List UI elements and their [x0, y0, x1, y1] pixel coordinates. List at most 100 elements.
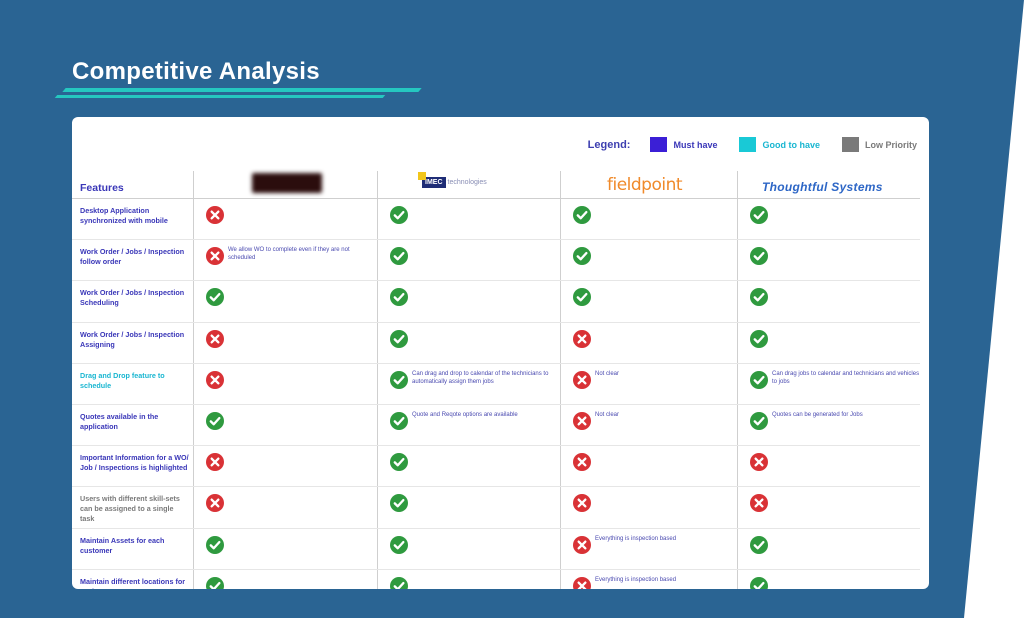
feature-label: Maintain Assets for each customer	[80, 535, 165, 555]
page-title: Competitive Analysis	[72, 58, 320, 85]
feature-label: Work Order / Jobs / Inspection Schedulin…	[80, 288, 185, 308]
table-row: Quotes available in the application Quote…	[72, 404, 920, 447]
legend-label-good-to-have: Good to have	[762, 139, 820, 150]
title-stripe-top	[62, 88, 422, 92]
check-icon	[390, 494, 408, 513]
title-stripe-bottom	[54, 95, 386, 98]
table-row: Work Order / Jobs / Inspection Assigning	[72, 322, 920, 364]
feature-label: Quotes available in the application	[80, 411, 159, 431]
check-icon	[390, 411, 408, 430]
cell-thoughtful: Can drag jobs to calendar and technician…	[737, 363, 920, 404]
cell-fieldpoint: Not clear	[560, 363, 737, 404]
cell-redacted	[193, 487, 377, 528]
cell-fieldpoint: Everything is inspection based	[560, 569, 737, 589]
check-icon	[390, 576, 408, 589]
cell-thoughtful	[737, 199, 920, 240]
cell-note: Everything is inspection based	[595, 576, 677, 583]
check-icon	[750, 411, 768, 430]
table-row: Desktop Application synchronized with mo…	[72, 199, 920, 241]
cell-note: We allow WO to complete even if they are…	[228, 247, 350, 262]
cell-redacted	[193, 363, 377, 404]
cell-redacted	[193, 199, 377, 240]
cell-fieldpoint	[560, 240, 737, 281]
check-icon	[390, 370, 408, 389]
check-icon	[750, 206, 768, 224]
redacted-logo	[252, 173, 322, 193]
cross-icon	[206, 453, 224, 472]
cell-redacted	[193, 322, 377, 363]
check-icon	[390, 206, 408, 224]
cell-fieldpoint	[560, 487, 737, 528]
check-icon	[206, 411, 224, 430]
check-icon	[573, 206, 591, 224]
legend: Legend: Must have Good to have Low Prior…	[588, 137, 917, 152]
cross-icon	[573, 370, 591, 389]
cross-icon	[573, 329, 591, 348]
comparison-table: Features IMEC technologies fieldpoint Th…	[72, 171, 920, 589]
cell-fieldpoint: Not clear	[560, 404, 737, 446]
thoughtful-systems-logo: Thoughtful Systems	[762, 180, 883, 194]
check-icon	[206, 288, 224, 307]
feature-label: Users with different skill-sets can be a…	[80, 494, 180, 524]
check-icon	[390, 453, 408, 472]
check-icon	[573, 247, 591, 266]
check-icon	[573, 288, 591, 307]
cell-imec: Quote and Reqote options are available	[377, 404, 560, 446]
check-icon	[206, 535, 224, 554]
legend-swatch-low-priority	[841, 137, 859, 152]
cell-imec	[377, 528, 560, 569]
cell-note: Quotes can be generated for Jobs	[772, 411, 863, 418]
cell-note: Can drag and drop to calendar of the tec…	[412, 370, 549, 385]
cross-icon	[573, 576, 591, 589]
cell-redacted	[193, 569, 377, 589]
check-icon	[750, 247, 768, 266]
vendor-header-thoughtful: Thoughtful Systems	[737, 171, 920, 198]
cell-redacted	[193, 446, 377, 487]
legend-label-must-have: Must have	[673, 139, 718, 150]
check-icon	[750, 576, 768, 589]
legend-swatch-good-to-have	[739, 137, 757, 152]
cross-icon	[573, 453, 591, 472]
check-icon	[206, 576, 224, 589]
cell-thoughtful	[737, 281, 920, 322]
legend-item-must-have: Must have	[650, 137, 717, 152]
feature-label: Important Information for a WO/ Job / In…	[80, 453, 189, 473]
feature-label: Desktop Application synchronized with mo…	[80, 206, 168, 225]
table-row: Users with different skill-sets can be a…	[72, 487, 920, 529]
check-icon	[750, 535, 768, 554]
cell-imec	[377, 281, 560, 322]
cell-thoughtful	[737, 569, 920, 589]
table-row: Important Information for a WO/ Job / In…	[72, 446, 920, 488]
cross-icon	[206, 247, 224, 266]
cell-note: Not clear	[595, 411, 620, 418]
cross-icon	[206, 370, 224, 389]
cell-thoughtful	[737, 487, 920, 528]
cell-thoughtful	[737, 240, 920, 281]
cell-fieldpoint	[560, 322, 737, 363]
check-icon	[750, 370, 768, 389]
cross-icon	[573, 535, 591, 554]
cell-note: Quote and Reqote options are available	[412, 411, 518, 418]
cell-note: Can drag jobs to calendar and technician…	[772, 370, 920, 385]
feature-label: Work Order / Jobs / Inspection Assigning	[80, 329, 185, 349]
corner-decoration	[964, 0, 1024, 618]
check-icon	[390, 247, 408, 266]
cell-fieldpoint	[560, 281, 737, 322]
imec-logo-text: technologies	[447, 179, 487, 186]
cell-note: Everything is inspection based	[595, 535, 677, 542]
imec-logo: IMEC technologies	[418, 172, 487, 188]
cross-icon	[750, 494, 768, 513]
cell-note: Not clear	[595, 370, 620, 377]
check-icon	[390, 329, 408, 348]
table-row: Work Order / Jobs / Inspection follow or…	[72, 240, 920, 282]
vendor-header-imec: IMEC technologies	[377, 171, 560, 198]
check-icon	[750, 329, 768, 348]
vendor-header-fieldpoint: fieldpoint	[560, 171, 737, 198]
table-row: Maintain Assets for each customer Everyth…	[72, 528, 920, 570]
legend-item-good-to-have: Good to have	[739, 137, 820, 152]
cell-imec	[377, 322, 560, 363]
comparison-card: Legend: Must have Good to have Low Prior…	[72, 117, 929, 589]
cell-imec	[377, 446, 560, 487]
table-row: Work Order / Jobs / Inspection Schedulin…	[72, 281, 920, 323]
check-icon	[390, 288, 408, 307]
